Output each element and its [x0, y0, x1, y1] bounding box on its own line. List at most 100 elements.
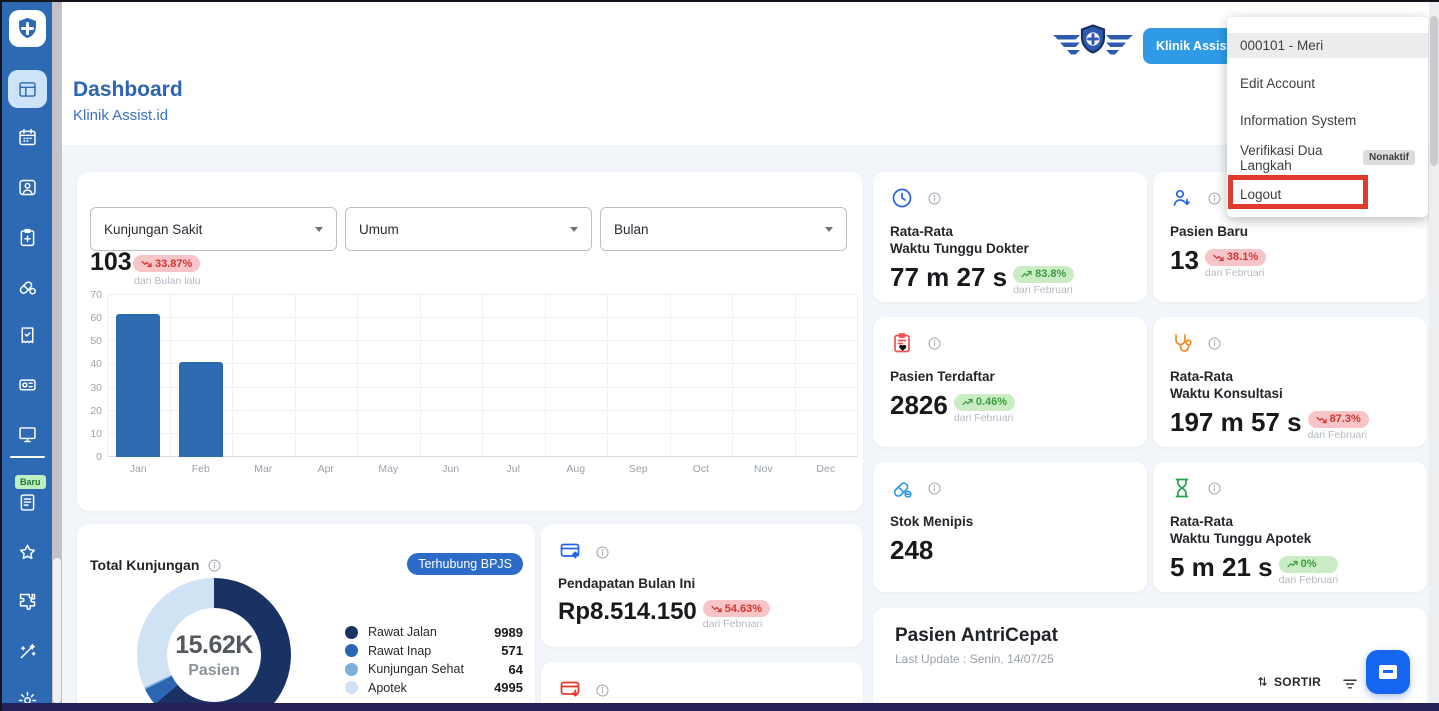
menu-item-logout[interactable]: Logout — [1227, 176, 1428, 213]
trend-caption: dari Februari — [702, 618, 763, 630]
gridline — [669, 295, 671, 457]
chat-widget-logo — [1379, 665, 1397, 679]
x-tick-label: Jul — [506, 463, 520, 475]
stat-card-stok-menipis: Stok Menipis 248 — [873, 462, 1147, 592]
window-bottom-edge — [0, 703, 1439, 711]
gridline — [482, 295, 483, 457]
menu-item-label: Edit Account — [1240, 76, 1316, 91]
dashboard-content: Kunjungan Sakit Umum Bulan 103 33.87% da… — [62, 145, 1429, 703]
sidebar-item-display[interactable] — [8, 415, 47, 453]
antricepat-last-update: Last Update : Senin, 14/07/25 — [895, 652, 1054, 666]
sidebar-scrollbar[interactable] — [52, 2, 62, 703]
period-select[interactable]: Bulan — [600, 207, 847, 251]
sidebar-item-schedule[interactable] — [8, 118, 47, 156]
page-scrollbar-thumb[interactable] — [1430, 16, 1438, 166]
donut-legend: Rawat Jalan 9989 Rawat Inap 571 Kunjungan Se… — [345, 623, 523, 697]
window-top-edge — [0, 0, 1439, 2]
legend-value: 9989 — [494, 624, 523, 640]
info-icon[interactable] — [927, 191, 942, 206]
bar-jan[interactable] — [116, 313, 161, 457]
sidebar-item-tools[interactable] — [8, 632, 47, 670]
page-scrollbar[interactable] — [1429, 2, 1439, 703]
donut-center-value: 15.62K — [175, 630, 253, 659]
bar-chart-x-axis: Jan Feb Mar Apr May Jun Jul Aug Sep Oct Nov Dec — [107, 463, 857, 477]
x-tick-label: Dec — [816, 463, 836, 475]
sidebar-item-pharmacy[interactable] — [8, 267, 47, 305]
sidebar-new-badge: Baru — [15, 475, 46, 489]
sidebar-item-patients[interactable] — [8, 168, 47, 206]
topbar: Dashboard Klinik Assist.id Klinik Assist… — [62, 2, 1429, 145]
legend-row: Apotek 4995 — [345, 679, 523, 698]
menu-item-label: Verifikasi Dua Langkah — [1240, 142, 1323, 173]
sort-button[interactable]: SORTIR — [1255, 674, 1321, 689]
filter-icon — [1343, 679, 1357, 689]
gridline — [857, 295, 858, 457]
chat-widget-button[interactable] — [1366, 650, 1410, 694]
hourglass-icon — [1175, 478, 1189, 498]
legend-row: Kunjungan Sehat 64 — [345, 660, 523, 679]
info-icon[interactable] — [207, 558, 222, 573]
info-icon[interactable] — [1207, 191, 1222, 206]
trend-down-icon — [711, 605, 722, 613]
stat-card-value: 5 m 21 s — [1170, 552, 1273, 582]
gridline — [607, 295, 608, 457]
bar-chart-plot — [107, 294, 858, 457]
sidebar-item-medical-records[interactable] — [8, 218, 47, 256]
bar-feb[interactable] — [178, 362, 223, 457]
menu-item-verifikasi-dua-langkah[interactable]: Verifikasi Dua Langkah Nonaktif — [1227, 139, 1428, 176]
filter-button[interactable] — [1341, 675, 1359, 698]
sidebar-item-dashboard[interactable] — [8, 70, 47, 108]
x-tick-label: Jan — [129, 463, 147, 475]
stat-card-avg-waktu-konsultasi: Rata-Rata Waktu Konsultasi 197 m 57 s 87.3%… — [1153, 317, 1427, 447]
page-subtitle: Klinik Assist.id — [73, 107, 169, 124]
app-logo[interactable] — [9, 10, 46, 47]
monitor-icon — [19, 426, 36, 442]
menu-item-label: Logout — [1240, 187, 1282, 202]
visit-type-select[interactable]: Kunjungan Sakit — [90, 207, 337, 251]
stat-card-grid: Rata-Rata Waktu Tunggu Dokter 77 m 27 s 83.… — [873, 172, 1427, 592]
donut-center-label: Pasien — [188, 661, 240, 679]
legend-value: 64 — [508, 661, 523, 677]
legend-label: Rawat Inap — [368, 643, 432, 658]
payment-type-select[interactable]: Umum — [345, 207, 592, 251]
trend-up-icon — [1021, 270, 1032, 277]
sidebar-item-addons[interactable] — [8, 582, 47, 620]
pills-icon — [19, 280, 36, 295]
account-menu-header: 000101 - Meri — [1227, 33, 1428, 58]
trend-up-icon — [962, 398, 973, 405]
legend-value: 571 — [501, 643, 523, 659]
klinik-wings-logo — [1052, 22, 1134, 73]
trend-badge: 0% — [1278, 555, 1339, 573]
info-icon[interactable] — [1207, 336, 1222, 351]
info-icon[interactable] — [927, 336, 942, 351]
sidebar-item-favorites[interactable] — [8, 533, 47, 571]
window-left-edge — [0, 0, 2, 711]
report-icon — [20, 493, 35, 511]
sidebar-scrollbar-thumb[interactable] — [53, 558, 61, 703]
x-tick-label: Sep — [628, 463, 648, 475]
star-icon — [19, 544, 36, 559]
legend-dot — [345, 625, 358, 639]
info-icon[interactable] — [595, 545, 610, 560]
y-tick-label: 30 — [90, 381, 102, 394]
info-icon[interactable] — [595, 683, 610, 698]
menu-item-edit-account[interactable]: Edit Account — [1227, 65, 1428, 102]
sidebar-item-cashier[interactable] — [8, 365, 47, 403]
income-title: Pendapatan Bulan Ini — [558, 576, 696, 591]
stat-card-avg-waktu-tunggu-dokter: Rata-Rata Waktu Tunggu Dokter 77 m 27 s 83.… — [873, 172, 1147, 302]
card-income-icon — [560, 543, 580, 559]
payment-type-value: Umum — [359, 221, 399, 237]
y-tick-label: 20 — [90, 404, 102, 417]
sidebar-item-reports[interactable] — [8, 483, 47, 521]
info-icon[interactable] — [927, 481, 942, 496]
menu-item-information-system[interactable]: Information System — [1227, 102, 1428, 139]
info-icon[interactable] — [1207, 481, 1222, 496]
trend-badge: 0.46% — [953, 393, 1016, 411]
stat-card-title: Pasien Terdaftar — [890, 369, 995, 384]
trend-caption: dari Februari — [953, 411, 1014, 424]
stat-card-title: Rata-Rata Waktu Tunggu Apotek — [1170, 514, 1312, 546]
trend-up-icon — [1287, 560, 1298, 567]
income-trend: 54.63% dari Februari — [702, 600, 771, 630]
stat-card-title: Pasien Baru — [1170, 224, 1249, 239]
sidebar-item-billing[interactable] — [8, 316, 47, 354]
